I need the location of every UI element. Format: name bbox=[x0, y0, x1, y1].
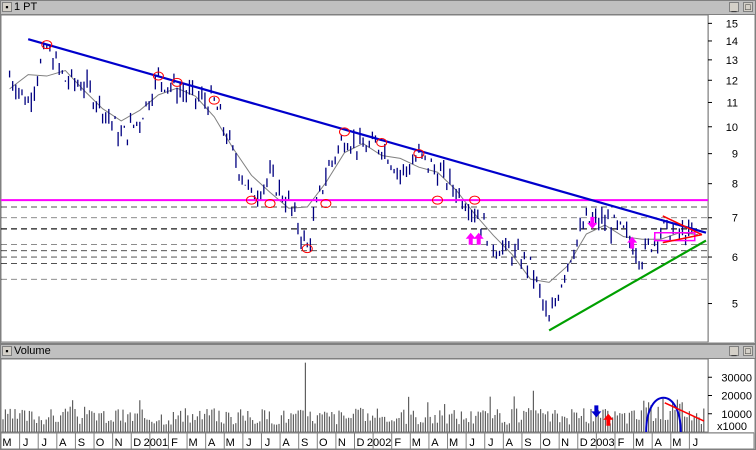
minimize-icon[interactable]: _ bbox=[729, 2, 739, 12]
x-axis-label: F bbox=[171, 437, 178, 449]
x-axis-label: J bbox=[488, 437, 494, 449]
peak-circle-marker bbox=[413, 149, 425, 159]
x-axis-label: A bbox=[655, 437, 663, 449]
maximize-icon[interactable]: □ bbox=[743, 2, 753, 12]
x-axis-label: D bbox=[357, 437, 365, 449]
x-axis-label: A bbox=[431, 437, 439, 449]
x-axis-label: 2002 bbox=[367, 437, 391, 449]
peak-circle-marker bbox=[208, 95, 220, 105]
x-axis-label: 2003 bbox=[590, 437, 614, 449]
x-axis-label: F bbox=[618, 437, 625, 449]
price-y-tick-label: 15 bbox=[726, 18, 738, 30]
x-axis-label: F bbox=[394, 437, 401, 449]
x-axis-label: 2001 bbox=[144, 437, 168, 449]
x-axis-label: J bbox=[246, 437, 252, 449]
x-axis-label: A bbox=[208, 437, 216, 449]
peak-circle-marker bbox=[469, 195, 481, 205]
volume-y-tick-label: 20000 bbox=[721, 391, 752, 403]
volume-y-tick-label: 30000 bbox=[721, 372, 752, 384]
volume-pane-menu-icon[interactable]: ▪ bbox=[2, 346, 12, 356]
peak-circle-marker bbox=[152, 71, 164, 81]
price-y-tick-label: 11 bbox=[727, 97, 738, 109]
volume-pane-title: Volume bbox=[14, 345, 51, 357]
price-y-tick-label: 9 bbox=[732, 149, 738, 161]
price-y-tick-label: 6 bbox=[732, 252, 738, 264]
x-axis-label: O bbox=[542, 437, 551, 449]
price-y-tick-label: 5 bbox=[732, 299, 738, 311]
peak-circle-marker bbox=[171, 77, 183, 87]
volume-axis-area bbox=[709, 359, 754, 432]
price-y-tick-label: 8 bbox=[732, 179, 738, 191]
x-axis-label: M bbox=[412, 437, 421, 449]
price-y-tick-label: 10 bbox=[726, 122, 738, 134]
volume-minimize-icon[interactable]: _ bbox=[729, 346, 739, 356]
x-axis-label: A bbox=[282, 437, 290, 449]
x-axis-label: N bbox=[115, 437, 123, 449]
x-axis-label: M bbox=[188, 437, 197, 449]
price-plot-area bbox=[0, 14, 709, 343]
volume-plot-area bbox=[0, 358, 709, 433]
volume-arc-blue bbox=[645, 396, 682, 433]
x-axis-label: N bbox=[338, 437, 346, 449]
x-axis-label: J bbox=[265, 437, 271, 449]
x-axis-label: J bbox=[23, 437, 29, 449]
x-axis-label: J bbox=[469, 437, 475, 449]
buy-arrow-icon bbox=[473, 232, 484, 245]
x-axis-label: D bbox=[133, 437, 141, 449]
peak-circle-marker bbox=[320, 199, 332, 209]
x-axis-label: A bbox=[506, 437, 514, 449]
peak-circle-marker bbox=[432, 195, 444, 205]
x-axis-label: N bbox=[561, 437, 569, 449]
pane-menu-icon[interactable]: ▪ bbox=[2, 2, 12, 12]
volume-unit-label: x1000 bbox=[717, 421, 747, 433]
x-axis-label: D bbox=[580, 437, 588, 449]
sell-arrow-icon bbox=[587, 216, 598, 229]
x-axis-label: O bbox=[319, 437, 328, 449]
price-y-tick-label: 13 bbox=[726, 55, 738, 67]
x-axis-label: J bbox=[693, 437, 699, 449]
x-axis-label: O bbox=[96, 437, 105, 449]
x-axis-label: M bbox=[635, 437, 644, 449]
x-axis-label: M bbox=[226, 437, 235, 449]
pennant-lower-line bbox=[662, 233, 703, 244]
x-axis-label: S bbox=[524, 437, 531, 449]
volume-y-tick-label: 10000 bbox=[721, 409, 752, 421]
price-y-tick-label: 14 bbox=[726, 36, 738, 48]
peak-circle-marker bbox=[338, 127, 350, 137]
price-y-tick-label: 12 bbox=[726, 75, 738, 87]
peak-circle-marker bbox=[301, 244, 313, 254]
peak-circle-marker bbox=[376, 138, 388, 148]
price-axis-area bbox=[709, 15, 754, 342]
buy-arrow-icon bbox=[627, 236, 638, 249]
x-axis-label: S bbox=[301, 437, 308, 449]
uptrend-line bbox=[548, 239, 707, 332]
volume-up-arrow-icon bbox=[603, 413, 614, 426]
x-axis-label: A bbox=[59, 437, 67, 449]
downtrend-line bbox=[27, 38, 707, 234]
price-pane-title: 1 PT bbox=[14, 1, 38, 13]
volume-maximize-icon[interactable]: □ bbox=[743, 346, 753, 356]
peak-circle-marker bbox=[245, 195, 257, 205]
x-axis-label: M bbox=[672, 437, 681, 449]
volume-decline-line bbox=[664, 402, 705, 422]
peak-circle-marker bbox=[41, 40, 53, 50]
pennant-upper-line bbox=[662, 215, 703, 236]
x-axis-label: M bbox=[449, 437, 458, 449]
x-axis-label: J bbox=[41, 437, 47, 449]
x-axis-label: S bbox=[78, 437, 85, 449]
peak-circle-marker bbox=[264, 199, 276, 209]
buy-arrow-icon bbox=[465, 232, 476, 245]
price-y-tick-label: 7 bbox=[732, 213, 738, 225]
volume-down-arrow-icon bbox=[591, 405, 602, 418]
x-axis-label: M bbox=[2, 437, 11, 449]
